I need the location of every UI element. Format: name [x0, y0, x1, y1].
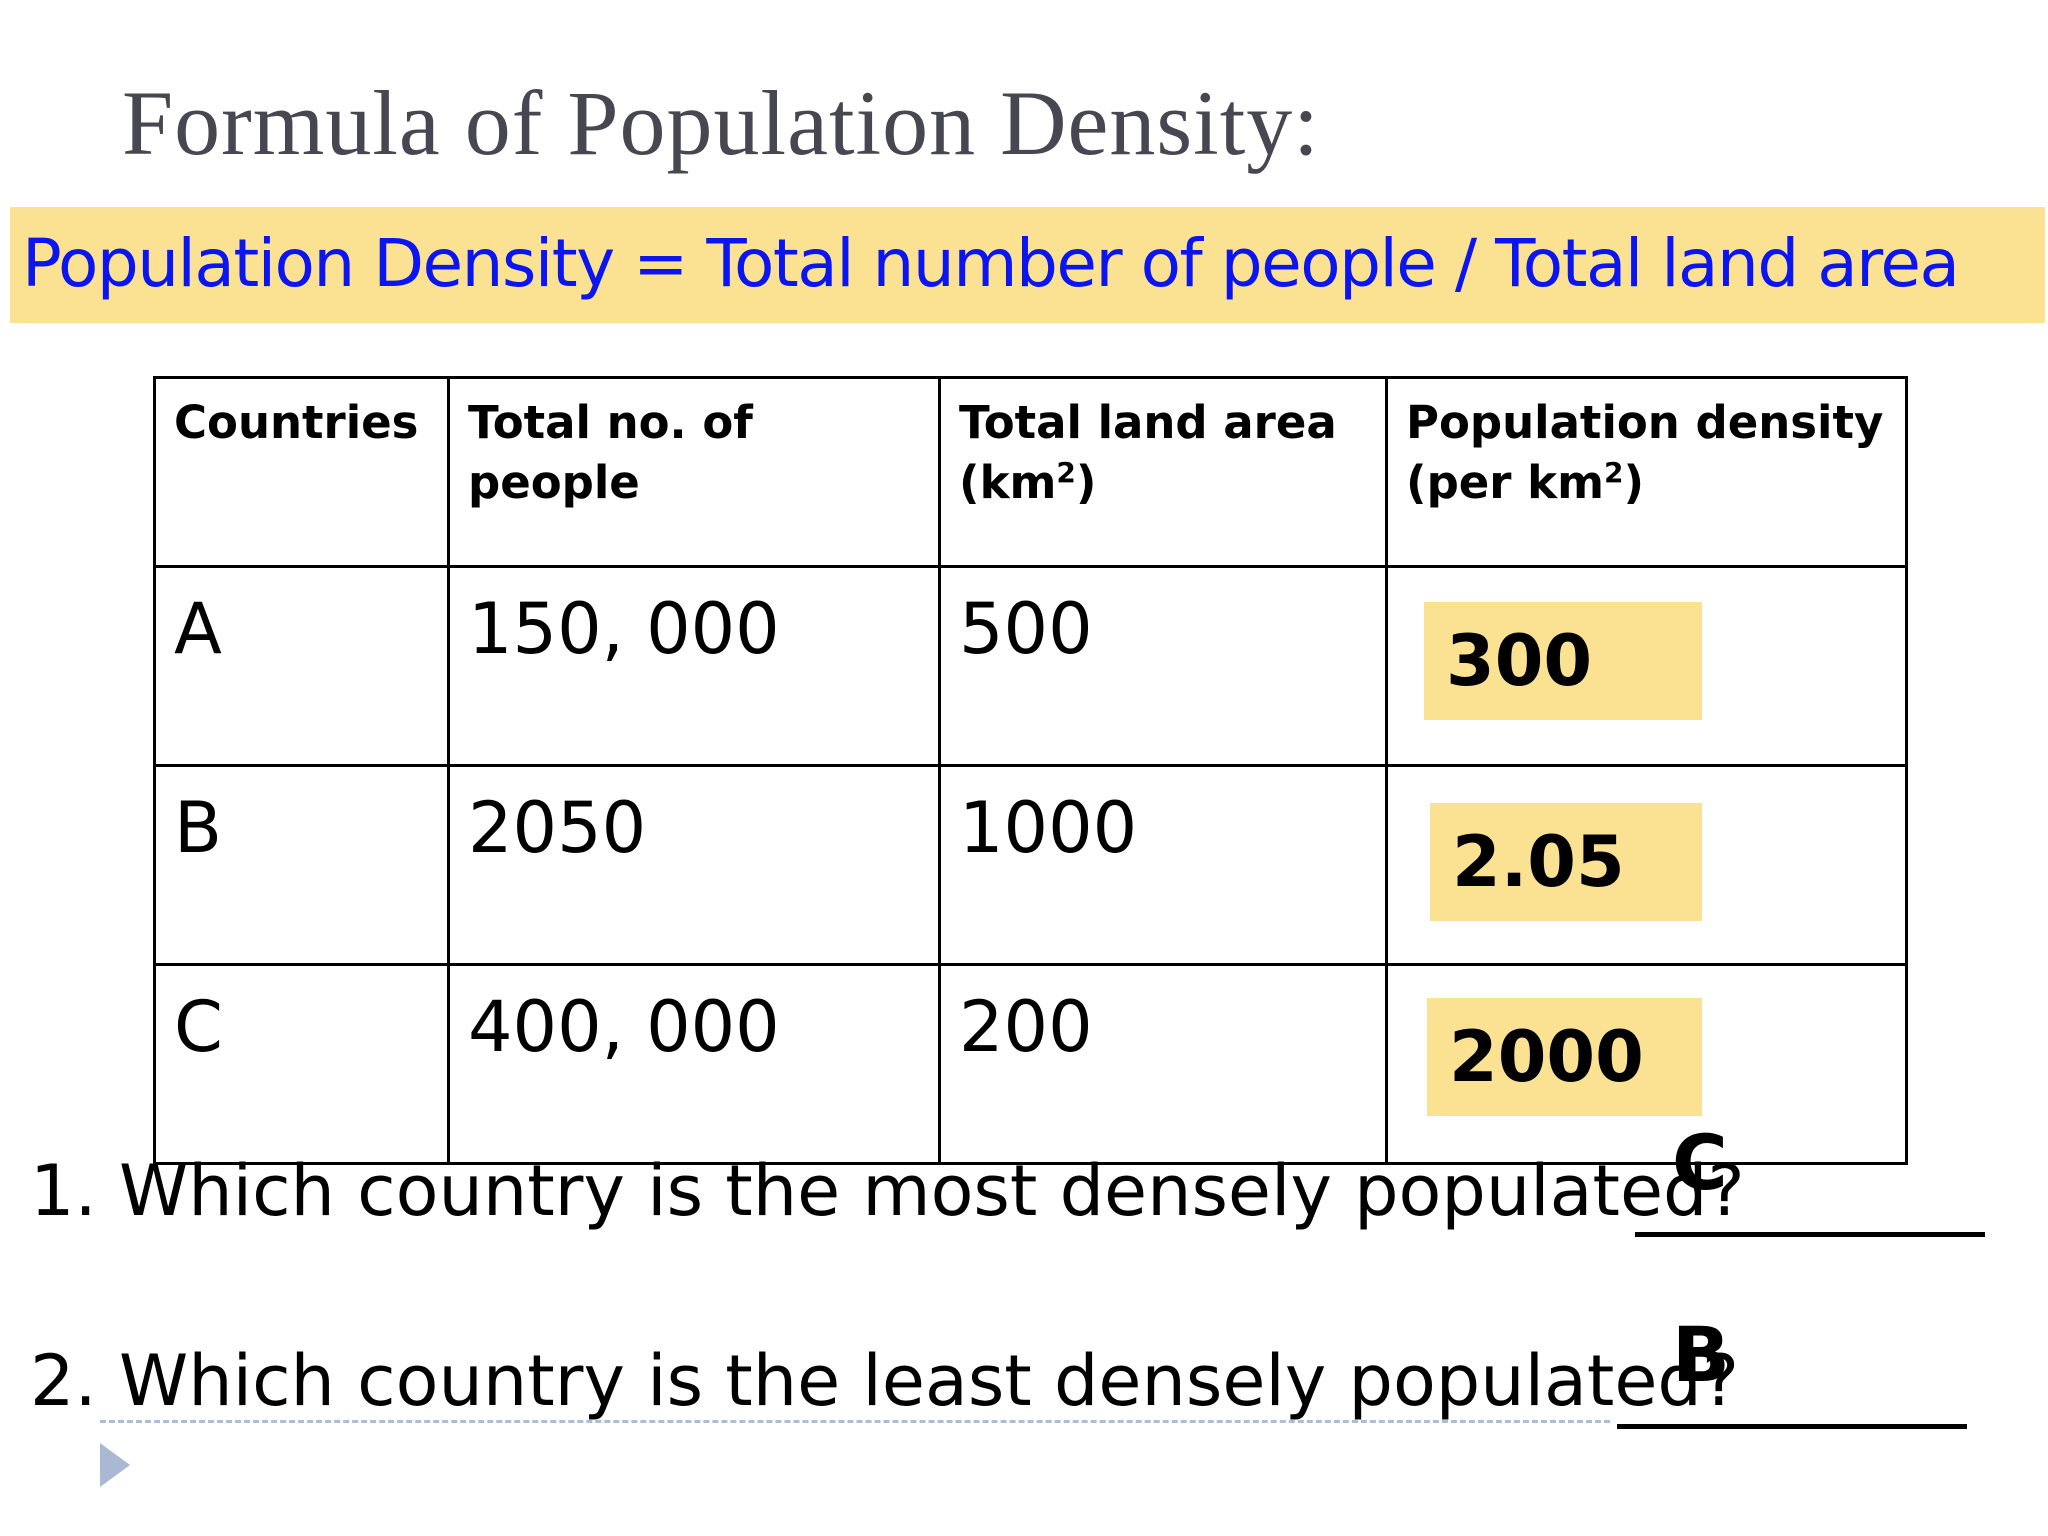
density-cell: 2.05: [1385, 764, 1908, 966]
header-area-unit-sup: 2: [1056, 456, 1076, 489]
area-cell: 200: [938, 963, 1388, 1165]
question-least-dense: 2. Which country is the least densely po…: [30, 1340, 1740, 1422]
density-cell: 2000: [1385, 963, 1908, 1165]
country-cell: B: [153, 764, 450, 966]
population-density-table: Countries Total no. of people Total land…: [153, 376, 1908, 1165]
country-cell: C: [153, 963, 450, 1165]
answer-most-dense: C: [1672, 1118, 1728, 1207]
people-cell: 400, 000: [447, 963, 941, 1165]
header-total-people: Total no. of people: [447, 376, 941, 568]
density-answer-box: 300: [1424, 602, 1702, 720]
header-density-unit-sup: 2: [1603, 456, 1624, 489]
slide-title: Formula of Population Density:: [122, 72, 1320, 174]
header-total-land-area: Total land area (km2): [938, 376, 1388, 568]
answer-blank-line: [1617, 1424, 1967, 1429]
density-answer-box: 2000: [1427, 998, 1702, 1116]
density-cell: 300: [1385, 565, 1908, 767]
header-area-unit-open: (km: [959, 456, 1057, 509]
table-row: B 2050 1000 2.05: [153, 764, 1908, 966]
table-header-row: Countries Total no. of people Total land…: [153, 376, 1908, 568]
header-density-unit-open: (per km: [1406, 456, 1604, 509]
area-cell: 500: [938, 565, 1388, 767]
play-arrow-icon[interactable]: [100, 1443, 130, 1487]
header-population-density: Population density (per km2): [1385, 376, 1908, 568]
formula-highlight-band: [10, 207, 2045, 323]
header-density-label: Population density: [1406, 396, 1884, 449]
area-cell: 1000: [938, 764, 1388, 966]
answer-least-dense: B: [1672, 1310, 1730, 1399]
header-countries: Countries: [153, 376, 450, 568]
formula-text: Population Density = Total number of peo…: [22, 225, 1960, 302]
people-cell: 2050: [447, 764, 941, 966]
country-cell: A: [153, 565, 450, 767]
table-row: A 150, 000 500 300: [153, 565, 1908, 767]
answer-blank-line: [1635, 1232, 1985, 1237]
header-area-unit-close: ): [1075, 456, 1097, 509]
dashed-divider: [100, 1420, 1610, 1423]
people-cell: 150, 000: [447, 565, 941, 767]
header-area-label: Total land area: [959, 396, 1337, 449]
table-row: C 400, 000 200 2000: [153, 963, 1908, 1165]
header-density-unit-close: ): [1623, 456, 1645, 509]
density-answer-box: 2.05: [1430, 803, 1702, 921]
question-most-dense: 1. Which country is the most densely pop…: [30, 1150, 1745, 1232]
